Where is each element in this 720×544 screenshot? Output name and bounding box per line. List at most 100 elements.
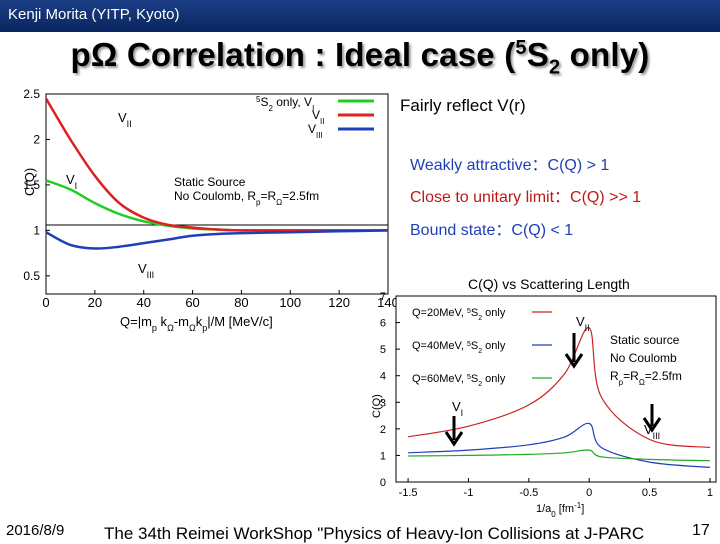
left-ytick-label: 0.5 bbox=[23, 269, 40, 283]
rl3-sub: 2 bbox=[478, 381, 482, 388]
rl1-s: S bbox=[471, 307, 478, 319]
lg-sub2: 2 bbox=[268, 104, 273, 113]
rx-close: ] bbox=[581, 503, 584, 515]
header-bar: Kenji Morita (YITP, Kyoto) bbox=[0, 0, 720, 32]
right-series-line-1 bbox=[407, 327, 711, 449]
lg-s: S bbox=[260, 95, 268, 109]
lbl-vi-sub: I bbox=[75, 181, 78, 191]
left-xtick-label: 80 bbox=[234, 295, 248, 310]
xl-k2: k bbox=[196, 314, 203, 329]
rx-unit: [fm bbox=[556, 503, 574, 515]
static-source-label: Static Source bbox=[174, 175, 246, 189]
ss3-o: Ω bbox=[639, 378, 645, 387]
author-label: Kenji Morita (YITP, Kyoto) bbox=[8, 6, 180, 23]
ann-vi-sub: I bbox=[461, 408, 464, 418]
xl-p1: p bbox=[152, 323, 157, 333]
lbl-vi-v: V bbox=[66, 172, 75, 187]
xl-o2: Ω bbox=[189, 323, 196, 333]
note-unitary: Close to unitary limit：C(Q) >> 1 bbox=[410, 189, 642, 206]
right-ytick-label: 0 bbox=[380, 477, 386, 489]
lg-only: only, V bbox=[273, 95, 312, 109]
right-plot-frame bbox=[395, 295, 717, 483]
ss3-a: R bbox=[610, 369, 619, 383]
left-legend-1: 5S2 only, VI bbox=[256, 95, 314, 113]
left-series-group bbox=[44, 97, 389, 250]
xl-m: -m bbox=[174, 314, 189, 329]
static-src-1: Static source bbox=[610, 333, 680, 347]
lg3-iii: III bbox=[316, 131, 323, 140]
ann-viii-sub: III bbox=[653, 431, 661, 441]
ann-viii: VIII bbox=[644, 422, 660, 441]
ann-viii-v: V bbox=[644, 422, 653, 437]
nc-eq: =R bbox=[260, 189, 276, 203]
rl2-sup: 5 bbox=[467, 341, 471, 348]
no-coulomb-label: No Coulomb, Rp=RΩ=2.5fm bbox=[174, 189, 319, 207]
lg3-v: V bbox=[308, 122, 316, 136]
lg-i: I bbox=[312, 104, 314, 113]
right-ylabel: C(Q) bbox=[371, 394, 383, 418]
rl3-a: Q=60MeV, bbox=[412, 373, 467, 385]
left-series-line-v-ii bbox=[44, 97, 388, 232]
rx-a: 1/a bbox=[536, 503, 552, 515]
nc-p: p bbox=[256, 198, 261, 207]
lg2-v: V bbox=[312, 108, 320, 122]
lbl-viii-sub: III bbox=[147, 270, 155, 280]
right-xtick-label: -1.5 bbox=[399, 487, 418, 499]
left-legend-3: VIII bbox=[308, 122, 323, 140]
right-tick-group: -1.5 -1 -0.5 0 0.5 1 0 1 2 3 4 5 6 7 bbox=[380, 291, 713, 499]
title-mid: S bbox=[526, 36, 549, 73]
right-plot-title: C(Q) vs Scattering Length bbox=[468, 276, 630, 292]
rl3-s: S bbox=[471, 373, 478, 385]
left-ytick-label: 1 bbox=[33, 223, 40, 237]
ss3-c: =2.5fm bbox=[645, 369, 682, 383]
left-ytick-label: 1.5 bbox=[23, 178, 40, 192]
footer-conference: The 34th Reimei WorkShop "Physics of Hea… bbox=[104, 524, 645, 543]
right-xtick-label: 0.5 bbox=[642, 487, 657, 499]
ann-vii: VII bbox=[576, 314, 590, 333]
ss3-p: p bbox=[619, 378, 624, 387]
rl2-a: Q=40MeV, bbox=[412, 340, 467, 352]
label-viii: VIII bbox=[138, 261, 154, 280]
right-ytick-label: 3 bbox=[380, 397, 386, 409]
note-weakly: Weakly attractive：C(Q) > 1 bbox=[410, 157, 610, 174]
title-sub: 2 bbox=[548, 56, 561, 79]
left-xtick-label: 140 bbox=[377, 295, 399, 310]
right-ytick-label: 2 bbox=[380, 424, 386, 436]
footer-page-number: 17 bbox=[692, 522, 710, 539]
xl-o1: Ω bbox=[167, 323, 174, 333]
right-legend-1: Q=20MeV, 5S2 only bbox=[412, 307, 506, 322]
label-vii: VII bbox=[118, 110, 132, 129]
right-xtick-label: -1 bbox=[464, 487, 474, 499]
lbl-vii-sub: II bbox=[127, 119, 132, 129]
right-xtick-label: -0.5 bbox=[519, 487, 538, 499]
left-ytick-label: 2 bbox=[33, 132, 40, 146]
title-end: only) bbox=[560, 36, 650, 73]
left-xlabel: Q=|mp kΩ-mΩkp|/M [MeV/c] bbox=[120, 314, 273, 333]
ss3-b: =R bbox=[623, 369, 639, 383]
right-plot: C(Q) vs Scattering Length -1.5 -1 -0.5 0 0.5… bbox=[371, 276, 717, 519]
xl-k: k bbox=[157, 314, 168, 329]
right-xlabel: 1/a0 [fm-1] bbox=[536, 501, 584, 519]
rx-0: 0 bbox=[551, 510, 556, 519]
lg2-ii: II bbox=[320, 117, 324, 126]
left-ytick-label: 2.5 bbox=[23, 87, 40, 101]
rl1-sub: 2 bbox=[478, 315, 482, 322]
lbl-vii-v: V bbox=[118, 110, 127, 125]
rl1-a: Q=20MeV, bbox=[412, 307, 467, 319]
arrow-vi bbox=[444, 416, 464, 447]
left-series-line-v-iii bbox=[45, 229, 389, 250]
static-src-3: Rp=RΩ=2.5fm bbox=[610, 369, 682, 387]
rx-exp: -1 bbox=[574, 501, 582, 510]
left-xtick-label: 40 bbox=[136, 295, 150, 310]
left-xtick-label: 20 bbox=[88, 295, 102, 310]
right-ytick-label: 4 bbox=[380, 371, 386, 383]
left-legend-2: VII bbox=[312, 108, 324, 126]
label-vi: VI bbox=[66, 172, 77, 191]
right-ytick-label: 6 bbox=[380, 318, 386, 330]
static-src-2: No Coulomb bbox=[610, 351, 677, 365]
lg-sup: 5 bbox=[256, 95, 261, 104]
nc-a: No Coulomb, R bbox=[174, 189, 256, 203]
right-series-group bbox=[407, 327, 711, 468]
